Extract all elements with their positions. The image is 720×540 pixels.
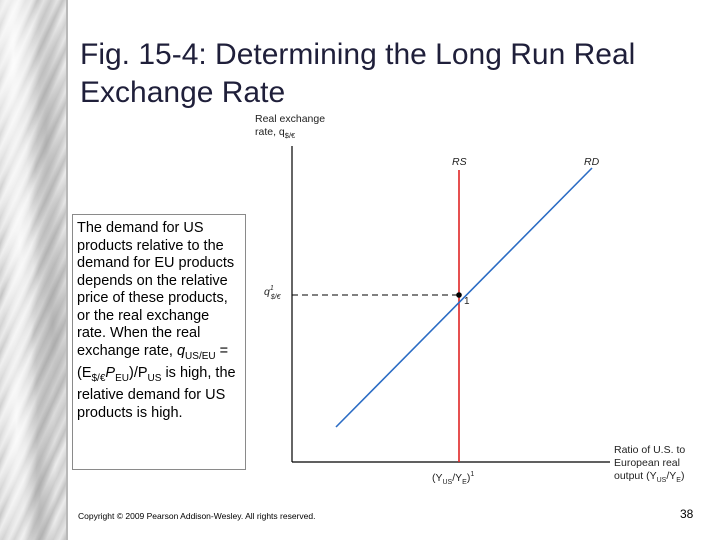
explanation-textbox: The demand for US products relative to t… [72, 214, 246, 470]
explanation-intro: The demand for US products relative to t… [77, 220, 235, 359]
copyright-footer: Copyright © 2009 Pearson Addison-Wesley.… [78, 511, 316, 521]
x-axis-label-line2: European real [614, 457, 680, 469]
y-axis-label-line1: Real exchange [255, 113, 325, 125]
formula: qUS/EU = (E$/€PEU)/PUS [77, 342, 229, 384]
marble-edge [66, 0, 68, 540]
rs-label: RS [452, 156, 467, 168]
x-axis-label-line1: Ratio of U.S. to [614, 444, 685, 456]
slide-title: Fig. 15-4: Determining the Long Run Real… [80, 38, 636, 109]
x-axis-label-line3: output (YUS/YE) [614, 470, 684, 484]
y-tick-label: q1 $/€ [264, 285, 282, 301]
y-axis-label-line2: rate, q$/€ [255, 126, 296, 140]
equilibrium-point [456, 292, 462, 298]
explanation-outro: is high, the relative demand for US prod… [77, 364, 236, 421]
x-tick-label: (YUS/YE)1 [432, 471, 474, 486]
rd-label: RD [584, 156, 600, 168]
page-number: 38 [680, 507, 694, 521]
marble-decoration [0, 0, 66, 540]
rd-curve [335, 167, 593, 428]
exchange-rate-diagram: Real exchange rate, q$/€ RS RD 1 q1 $/€ (… [255, 113, 685, 486]
equilibrium-label: 1 [464, 296, 470, 307]
